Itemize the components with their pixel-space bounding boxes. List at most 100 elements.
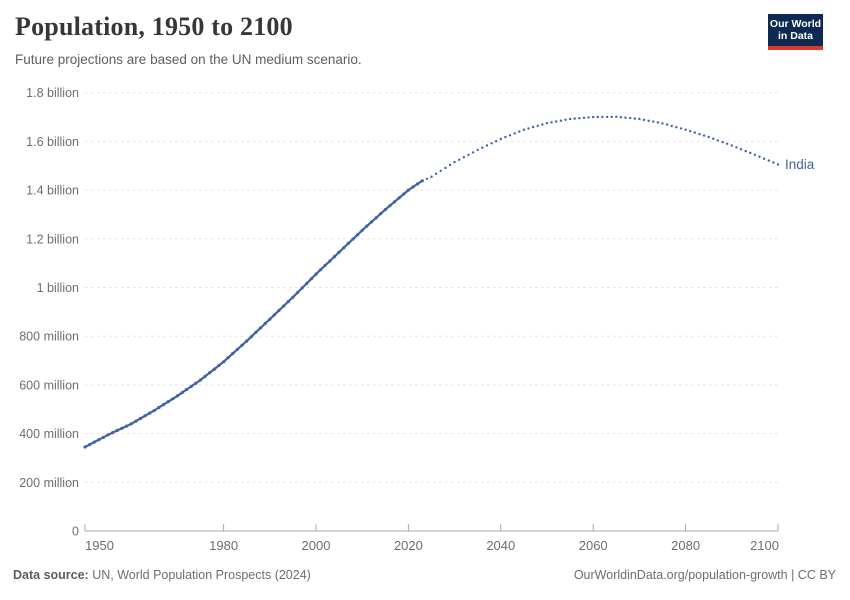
- projection-dot: [698, 132, 701, 136]
- data-point: [420, 179, 424, 183]
- projection-dot: [495, 140, 498, 143]
- y-tick-label: 0: [72, 525, 79, 539]
- projection-dot: [735, 146, 738, 149]
- data-point: [115, 428, 119, 432]
- projection-dot: [448, 163, 452, 167]
- projection-dot: [652, 120, 655, 123]
- projection-dot: [485, 144, 489, 147]
- data-point: [305, 281, 309, 285]
- data-point: [295, 291, 300, 295]
- projection-dot: [610, 115, 613, 119]
- data-point: [240, 343, 244, 347]
- y-tick-label: 400 million: [19, 427, 79, 441]
- owid-logo-line2: in Data: [777, 30, 813, 42]
- projection-dot: [513, 132, 516, 135]
- data-point: [291, 295, 295, 299]
- y-tick-label: 1 billion: [37, 281, 79, 295]
- data-point: [309, 277, 313, 281]
- data-point: [148, 411, 152, 415]
- data-point: [356, 233, 360, 237]
- data-point: [383, 208, 387, 212]
- data-source-text: UN, World Population Prospects (2024): [88, 568, 311, 582]
- data-source-note: Data source: UN, World Population Prospe…: [13, 568, 311, 582]
- projection-dot: [587, 116, 590, 119]
- projection-dot: [453, 160, 456, 164]
- data-point: [282, 304, 286, 308]
- owid-logo-line1: Our World: [769, 18, 822, 30]
- projection-dot: [642, 118, 646, 122]
- x-axis-labels: 1950 1980 2000 2020 2040 2060 2080 2100: [85, 538, 779, 553]
- data-point: [208, 371, 212, 375]
- data-point: [194, 381, 198, 385]
- projection-dot: [444, 166, 447, 170]
- data-point: [222, 360, 226, 364]
- projection-dot: [578, 117, 581, 120]
- data-point: [249, 335, 253, 339]
- projection-dot: [504, 135, 507, 139]
- data-point: [185, 387, 189, 392]
- data-point: [226, 356, 230, 360]
- projection-dot: [619, 116, 623, 119]
- projection-dot: [536, 124, 539, 128]
- projection-dot: [689, 130, 692, 133]
- projection-dot: [559, 119, 563, 122]
- projection-dot: [471, 151, 475, 154]
- projection-dot: [684, 128, 687, 131]
- owid-logo[interactable]: Our World in Data: [768, 14, 823, 50]
- y-tick-label: 1.6 billion: [26, 135, 79, 149]
- projection-dot: [758, 155, 761, 158]
- projection-dot: [568, 117, 572, 121]
- projection-dot: [541, 123, 544, 126]
- data-point: [319, 268, 323, 272]
- chart-footer: Data source: UN, World Population Prospe…: [13, 568, 836, 582]
- data-point: [175, 394, 179, 398]
- projection-dot: [656, 121, 660, 124]
- projection-dot: [596, 115, 599, 119]
- y-tick-label: 200 million: [19, 476, 79, 490]
- data-point: [259, 326, 263, 330]
- data-point: [129, 422, 133, 426]
- data-point: [360, 228, 364, 232]
- data-point: [180, 391, 184, 395]
- series-label-india[interactable]: India: [785, 157, 815, 172]
- projection-dot: [726, 142, 729, 145]
- projection-dot: [633, 117, 636, 120]
- projection-dot: [518, 130, 521, 133]
- data-point: [92, 440, 96, 444]
- projection-dot: [776, 163, 780, 166]
- data-point: [120, 426, 124, 430]
- projection-dot: [527, 127, 530, 130]
- projection-dot: [744, 149, 747, 153]
- data-point: [351, 237, 355, 241]
- x-tick-label: 2060: [579, 538, 608, 553]
- data-point: [332, 255, 337, 259]
- data-point: [125, 424, 129, 428]
- projection-dot: [481, 146, 484, 149]
- data-point: [268, 317, 272, 321]
- data-point: [337, 250, 341, 254]
- data-point: [379, 212, 383, 216]
- data-point: [342, 246, 346, 250]
- data-point: [217, 363, 221, 367]
- y-tick-label: 1.2 billion: [26, 232, 79, 246]
- data-point: [328, 259, 332, 263]
- projection-dot: [693, 131, 696, 134]
- data-point: [397, 196, 401, 200]
- y-axis-labels: 0 200 million 400 million 600 million 800 mi…: [19, 86, 79, 538]
- projection-dot: [573, 117, 576, 120]
- projection-dot: [462, 156, 465, 159]
- data-point: [406, 188, 410, 192]
- projection-dot: [545, 121, 549, 125]
- data-point: [314, 272, 318, 276]
- projection-dot: [707, 135, 710, 139]
- data-point: [101, 435, 106, 439]
- owid-url-link[interactable]: OurWorldinData.org/population-growth | C…: [573, 568, 836, 582]
- y-tick-label: 1.8 billion: [26, 86, 79, 100]
- projection-dot: [730, 144, 733, 147]
- projection-dot: [522, 128, 526, 131]
- data-point: [263, 321, 267, 326]
- data-point: [392, 200, 397, 204]
- projection-dot: [564, 118, 567, 122]
- series-line-observed: [83, 179, 424, 449]
